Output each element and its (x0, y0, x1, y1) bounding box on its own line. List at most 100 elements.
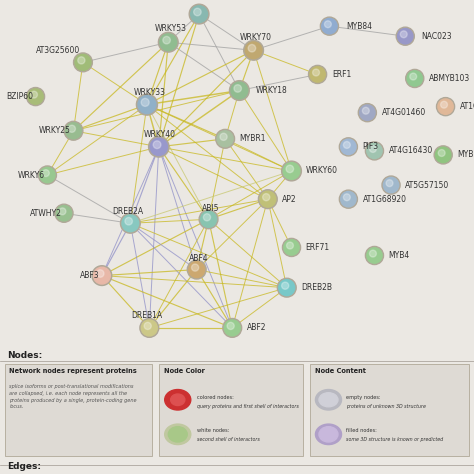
Ellipse shape (73, 53, 92, 72)
Ellipse shape (203, 214, 210, 221)
Ellipse shape (93, 267, 110, 284)
Text: MYB1: MYB1 (457, 150, 474, 159)
Text: WRKY33: WRKY33 (133, 88, 165, 97)
Ellipse shape (410, 73, 417, 80)
Ellipse shape (383, 177, 399, 193)
Text: AT5G57150: AT5G57150 (405, 181, 449, 190)
Ellipse shape (316, 424, 341, 445)
Ellipse shape (322, 18, 337, 34)
Ellipse shape (28, 89, 43, 104)
Ellipse shape (160, 34, 177, 51)
Ellipse shape (286, 242, 293, 249)
Text: query proteins and first shell of interactors: query proteins and first shell of intera… (197, 403, 299, 409)
Ellipse shape (120, 213, 140, 233)
Text: empty nodes:: empty nodes: (346, 395, 381, 400)
Ellipse shape (258, 190, 277, 209)
Text: Network nodes represent proteins: Network nodes represent proteins (9, 368, 137, 374)
Ellipse shape (436, 147, 451, 163)
Ellipse shape (217, 131, 233, 147)
Ellipse shape (386, 180, 393, 187)
Ellipse shape (360, 105, 375, 120)
Ellipse shape (141, 320, 157, 336)
Ellipse shape (122, 215, 139, 232)
Text: filled nodes:: filled nodes: (346, 428, 377, 433)
Text: some 3D structure is known or predicted: some 3D structure is known or predicted (346, 437, 443, 442)
Ellipse shape (148, 137, 169, 157)
Ellipse shape (339, 190, 357, 208)
Text: second shell of interactors: second shell of interactors (197, 437, 260, 442)
Text: PIF3: PIF3 (363, 142, 379, 151)
Ellipse shape (367, 248, 382, 263)
Text: Node Color: Node Color (164, 368, 204, 374)
Ellipse shape (75, 55, 91, 70)
Ellipse shape (187, 260, 206, 279)
Ellipse shape (320, 17, 338, 35)
Text: WRKY6: WRKY6 (18, 171, 45, 180)
Ellipse shape (64, 121, 83, 140)
Text: AT1G68920: AT1G68920 (363, 195, 407, 204)
Text: proteins of unknown 3D structure: proteins of unknown 3D structure (346, 403, 426, 409)
Ellipse shape (234, 85, 241, 92)
Text: ERF1: ERF1 (332, 70, 351, 79)
Ellipse shape (438, 99, 453, 114)
Ellipse shape (282, 282, 289, 289)
Text: ABI5: ABI5 (202, 204, 219, 213)
Text: Node Content: Node Content (315, 368, 366, 374)
Text: ATWHY2: ATWHY2 (30, 209, 62, 218)
Ellipse shape (201, 211, 217, 227)
Ellipse shape (279, 280, 295, 296)
Ellipse shape (223, 319, 242, 337)
FancyBboxPatch shape (310, 364, 469, 456)
Ellipse shape (140, 319, 159, 337)
Ellipse shape (400, 31, 407, 38)
Ellipse shape (362, 107, 369, 114)
Text: DREB1A: DREB1A (131, 311, 163, 320)
Ellipse shape (171, 394, 185, 406)
Ellipse shape (407, 71, 422, 86)
Ellipse shape (68, 125, 75, 132)
Ellipse shape (224, 320, 240, 336)
Ellipse shape (78, 57, 85, 64)
Ellipse shape (343, 194, 350, 201)
Ellipse shape (283, 163, 300, 179)
Ellipse shape (55, 204, 73, 222)
Ellipse shape (277, 278, 296, 297)
Text: WRKY25: WRKY25 (39, 126, 71, 135)
Text: WRKY40: WRKY40 (144, 130, 176, 139)
Ellipse shape (199, 210, 218, 228)
Ellipse shape (59, 208, 66, 215)
Ellipse shape (312, 69, 319, 76)
Ellipse shape (316, 390, 341, 410)
Ellipse shape (286, 165, 293, 173)
Text: DREB2B: DREB2B (301, 283, 332, 292)
Text: AT4G16430: AT4G16430 (389, 146, 433, 155)
Ellipse shape (396, 27, 414, 45)
Text: AT4G01460: AT4G01460 (382, 108, 426, 117)
Text: MYB84: MYB84 (346, 22, 372, 31)
Ellipse shape (229, 81, 249, 100)
Ellipse shape (248, 45, 255, 52)
Ellipse shape (165, 390, 191, 410)
Text: splice isoforms or post-translational modifications
are collapsed, i.e. each nod: splice isoforms or post-translational mo… (9, 384, 137, 409)
Ellipse shape (40, 167, 55, 182)
Ellipse shape (231, 82, 248, 99)
Text: Nodes:: Nodes: (7, 351, 42, 360)
Text: ABF4: ABF4 (189, 254, 209, 263)
Ellipse shape (191, 264, 199, 271)
FancyBboxPatch shape (5, 364, 152, 456)
Text: AT1G61660: AT1G61660 (460, 102, 474, 111)
Ellipse shape (437, 98, 455, 116)
Ellipse shape (382, 176, 400, 194)
Text: colored nodes:: colored nodes: (197, 395, 234, 400)
Ellipse shape (163, 36, 170, 44)
Text: DREB2A: DREB2A (112, 207, 144, 216)
Ellipse shape (283, 238, 301, 256)
Text: Edges:: Edges: (7, 463, 41, 472)
Ellipse shape (398, 28, 413, 44)
Ellipse shape (343, 141, 350, 148)
Text: AT3G25600: AT3G25600 (36, 46, 81, 55)
Ellipse shape (168, 427, 187, 442)
Ellipse shape (282, 161, 301, 181)
Ellipse shape (263, 193, 270, 201)
Ellipse shape (319, 393, 338, 407)
